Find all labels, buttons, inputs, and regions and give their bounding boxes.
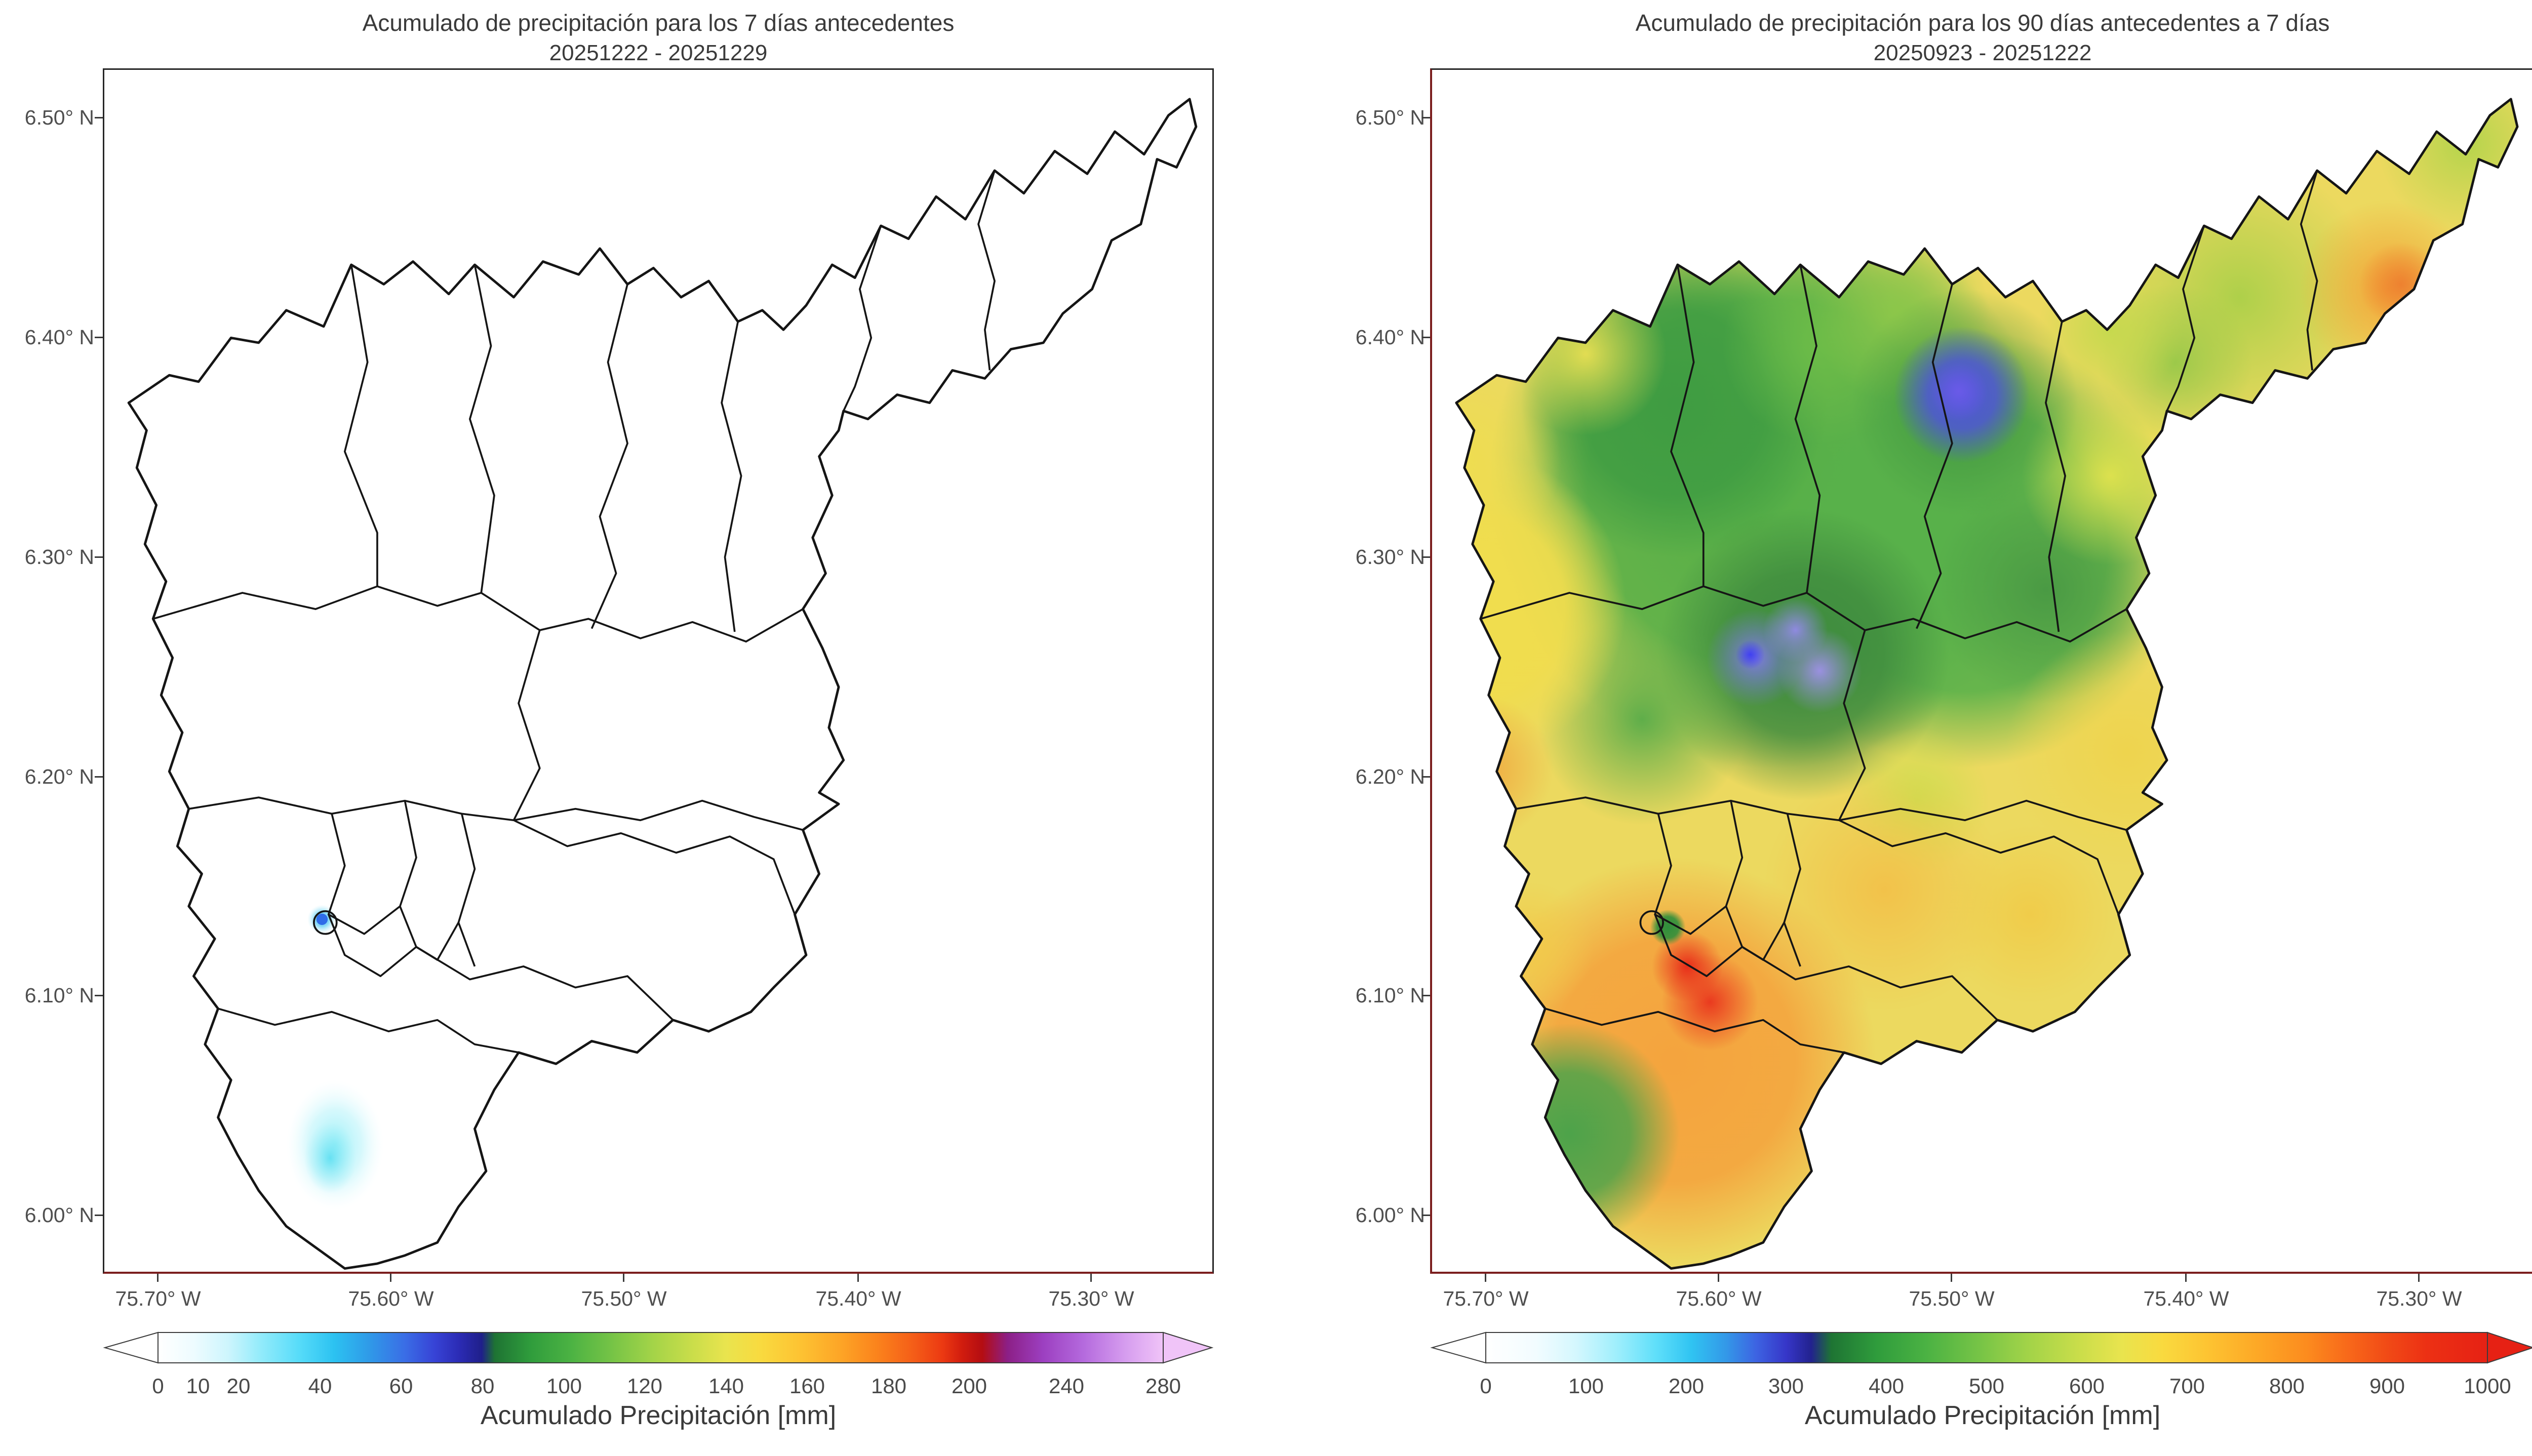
colorbar-over-arrow xyxy=(2487,1331,2532,1364)
colorbar-tick-label: 0 xyxy=(152,1374,164,1398)
axis-tick xyxy=(1422,556,1430,558)
colorbar-under-arrow xyxy=(103,1331,159,1364)
region-outline xyxy=(1455,98,2519,1270)
colorbar-tick-label: 280 xyxy=(1145,1374,1181,1398)
x-tick-label: 75.50° W xyxy=(1909,1287,1995,1310)
colorbar-tick-label: 200 xyxy=(1668,1374,1705,1398)
panel-subtitle: 20251222 - 20251229 xyxy=(549,41,768,65)
y-tick-label: 6.10° N xyxy=(1355,984,1425,1007)
colorbar-ticks: 0 10 20 40 60 80 100 120 140 160 180 200… xyxy=(103,1374,1214,1399)
axis-tick xyxy=(1422,337,1430,338)
axis-tick xyxy=(1718,1274,1719,1282)
colorbar-tick-label: 0 xyxy=(1480,1374,1492,1398)
colorbar-left xyxy=(103,1331,1214,1364)
axis-tick xyxy=(1485,1274,1486,1282)
axis-tick xyxy=(2185,1274,2187,1282)
axis-tick xyxy=(95,1215,103,1216)
axis-tick xyxy=(95,337,103,338)
x-tick-label: 75.70° W xyxy=(1443,1287,1529,1310)
colorbar-tick-label: 600 xyxy=(2069,1374,2105,1398)
panel-subtitle: 20250923 - 20251222 xyxy=(1873,41,2092,65)
axis-tick xyxy=(857,1274,859,1282)
axis-tick xyxy=(623,1274,624,1282)
y-tick-label: 6.10° N xyxy=(24,984,94,1007)
colorbar-tick-label: 180 xyxy=(871,1374,907,1398)
colorbar-tick-label: 10 xyxy=(186,1374,210,1398)
rain-spot-south xyxy=(286,1080,384,1210)
axis-tick xyxy=(2418,1274,2420,1282)
y-tick-label: 6.50° N xyxy=(1355,106,1425,129)
x-tick-label: 75.60° W xyxy=(348,1287,434,1310)
axis-tick xyxy=(1090,1274,1092,1282)
axis-tick xyxy=(95,117,103,118)
y-tick-label: 6.30° N xyxy=(1355,545,1425,569)
colorbar-tick-label: 20 xyxy=(226,1374,251,1398)
x-tick-label: 75.60° W xyxy=(1676,1287,1762,1310)
map-left xyxy=(127,98,1198,1270)
colorbar-tick-label: 1000 xyxy=(2464,1374,2511,1398)
axis-tick xyxy=(157,1274,159,1282)
colorbar-tick-label: 160 xyxy=(789,1374,825,1398)
colorbar-tick-label: 500 xyxy=(1968,1374,2005,1398)
x-tick-label: 75.30° W xyxy=(2376,1287,2462,1310)
map-right xyxy=(1455,98,2519,1270)
colorbar-tick-label: 140 xyxy=(708,1374,744,1398)
axis-tick xyxy=(95,995,103,996)
colorbar-tick-label: 80 xyxy=(470,1374,495,1398)
panel-title: Acumulado de precipitación para los 7 dí… xyxy=(362,10,955,36)
y-tick-label: 6.00° N xyxy=(1355,1203,1425,1227)
axis-tick xyxy=(1422,1215,1430,1216)
x-tick-label: 75.40° W xyxy=(2143,1287,2229,1310)
colorbar-label: Acumulado Precipitación [mm] xyxy=(480,1401,837,1430)
colorbar-tick-label: 240 xyxy=(1048,1374,1085,1398)
axis-tick xyxy=(1422,776,1430,778)
y-tick-label: 6.20° N xyxy=(1355,765,1425,788)
colorbar-over-arrow xyxy=(1163,1331,1214,1364)
colorbar-tick-label: 100 xyxy=(546,1374,582,1398)
municipal-boundaries xyxy=(1455,98,2519,1270)
y-tick-label: 6.50° N xyxy=(24,106,94,129)
colorbar-tick-label: 120 xyxy=(626,1374,663,1398)
y-tick-label: 6.30° N xyxy=(24,545,94,569)
x-tick-label: 75.40° W xyxy=(815,1287,901,1310)
rain-spot-center xyxy=(307,904,337,934)
x-tick-label: 75.70° W xyxy=(115,1287,201,1310)
colorbar-tick-label: 100 xyxy=(1568,1374,1604,1398)
colorbar-tick-label: 300 xyxy=(1768,1374,1804,1398)
axis-tick xyxy=(1951,1274,1952,1282)
panel-title: Acumulado de precipitación para los 90 d… xyxy=(1635,10,2330,36)
region-outline xyxy=(127,98,1198,1270)
colorbar-right xyxy=(1430,1331,2532,1364)
panel-left xyxy=(103,68,1214,1274)
municipal-boundaries xyxy=(127,98,1198,1270)
x-tick-label: 75.30° W xyxy=(1048,1287,1134,1310)
axis-tick xyxy=(1422,995,1430,996)
y-tick-label: 6.40° N xyxy=(24,326,94,349)
colorbar-tick-label: 800 xyxy=(2269,1374,2305,1398)
axis-tick xyxy=(1422,117,1430,118)
colorbar-ticks: 0 100 200 300 400 500 600 700 800 900 10… xyxy=(1430,1374,2532,1399)
colorbar-gradient xyxy=(1485,1332,2488,1363)
precip-field xyxy=(1456,99,2518,1269)
y-tick-label: 6.00° N xyxy=(24,1203,94,1227)
panel-right xyxy=(1430,68,2532,1274)
axis-tick xyxy=(95,776,103,778)
colorbar-tick-label: 200 xyxy=(951,1374,987,1398)
colorbar-tick-label: 700 xyxy=(2169,1374,2205,1398)
colorbar-gradient xyxy=(157,1332,1164,1363)
colorbar-tick-label: 60 xyxy=(389,1374,413,1398)
colorbar-label: Acumulado Precipitación [mm] xyxy=(1804,1401,2161,1430)
axis-tick xyxy=(95,556,103,558)
y-tick-label: 6.40° N xyxy=(1355,326,1425,349)
y-tick-label: 6.20° N xyxy=(24,765,94,788)
colorbar-tick-label: 900 xyxy=(2369,1374,2405,1398)
x-tick-label: 75.50° W xyxy=(581,1287,667,1310)
axis-tick xyxy=(390,1274,391,1282)
colorbar-tick-label: 400 xyxy=(1868,1374,1905,1398)
colorbar-under-arrow xyxy=(1430,1331,1486,1364)
colorbar-tick-label: 40 xyxy=(308,1374,332,1398)
